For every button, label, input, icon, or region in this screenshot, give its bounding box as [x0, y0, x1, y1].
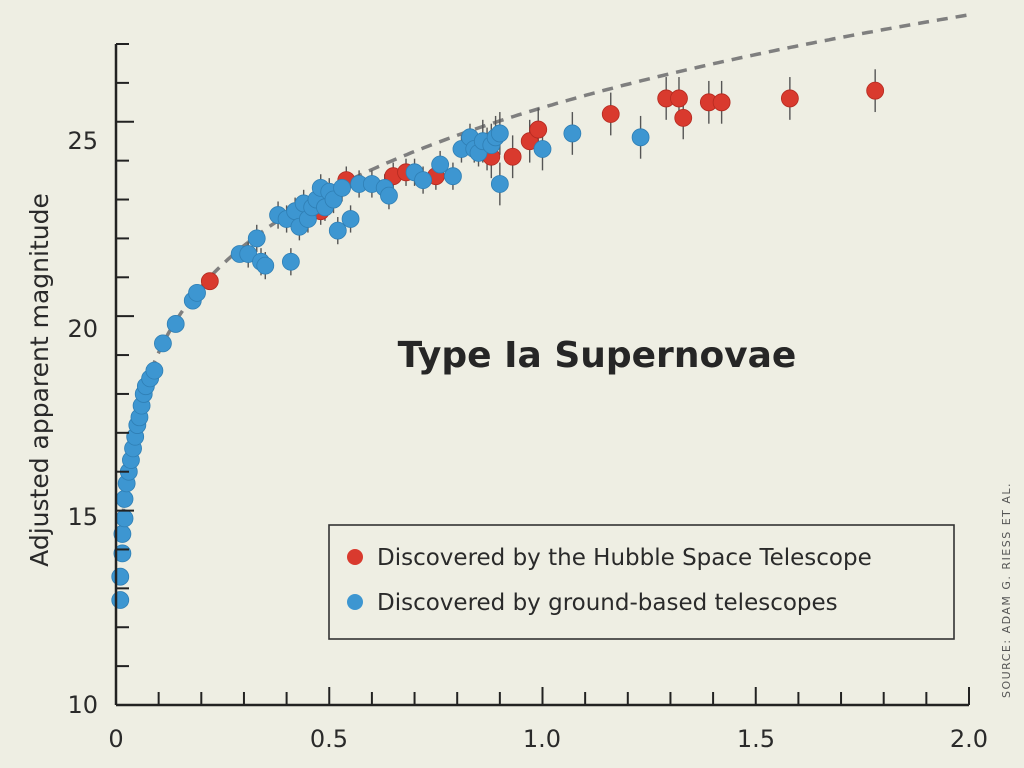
data-point-ground [111, 567, 130, 586]
trend-line [119, 12, 971, 539]
data-point-ground [256, 256, 275, 275]
legend-label-ground: Discovered by ground-based telescopes [377, 590, 838, 616]
data-point-ground [111, 591, 130, 609]
x-tick-label: 0 [108, 725, 123, 753]
data-point-ground [563, 124, 582, 143]
data-point-hubble [670, 89, 688, 108]
data-point-ground [490, 124, 509, 143]
data-point-hubble [780, 89, 799, 108]
x-tick-label: 1.5 [737, 725, 775, 753]
data-point-hubble [503, 147, 522, 166]
data-point-ground [166, 315, 185, 333]
legend-label-hubble: Discovered by the Hubble Space Telescope [377, 545, 872, 571]
data-point-ground [490, 175, 509, 193]
x-tick-label: 2.0 [950, 725, 988, 753]
data-point-ground [188, 283, 206, 302]
data-point-ground [380, 186, 398, 205]
data-point-hubble [529, 120, 548, 139]
y-tick-label: 10 [67, 691, 98, 719]
legend-swatch-hubble [347, 549, 363, 565]
data-point-ground [431, 155, 450, 174]
data-point-ground [341, 210, 360, 228]
data-point-ground [281, 252, 300, 271]
data-point-hubble [866, 81, 885, 100]
data-point-ground [333, 178, 351, 197]
y-axis-ticks [116, 43, 134, 706]
data-point-ground [154, 334, 172, 353]
data-point-ground [247, 229, 266, 248]
data-point-hubble [200, 272, 219, 291]
data-point-hubble [712, 93, 731, 112]
source-credit: SOURCE: ADAM G. RIESS ET AL. [1000, 482, 1013, 698]
legend-swatch-ground [347, 594, 363, 610]
data-point-ground [145, 361, 164, 380]
chart-title: Type Ia Supernovae [398, 335, 797, 376]
data-point-hubble [674, 108, 693, 127]
y-tick-label: 20 [67, 315, 98, 343]
y-tick-label: 15 [67, 503, 98, 531]
data-point-ground [414, 171, 432, 189]
x-tick-label: 1.0 [523, 725, 561, 753]
y-axis-title: Adjusted apparent magnitude [25, 193, 54, 567]
y-tick-label: 25 [67, 127, 98, 155]
data-point-ground [115, 490, 134, 508]
data-point-hubble [601, 105, 620, 123]
data-point-ground [533, 140, 552, 158]
legend-box [328, 524, 955, 640]
data-point-ground [631, 128, 650, 147]
data-point-ground [444, 167, 462, 186]
x-tick-label: 0.5 [310, 725, 348, 753]
x-axis-ticks [115, 687, 970, 705]
data-point-ground [328, 221, 347, 240]
data-point-ground [115, 509, 134, 528]
legend: Discovered by the Hubble Space Telescope… [328, 524, 955, 640]
trend-line-layer [119, 12, 971, 539]
data-point-layer [111, 81, 885, 609]
